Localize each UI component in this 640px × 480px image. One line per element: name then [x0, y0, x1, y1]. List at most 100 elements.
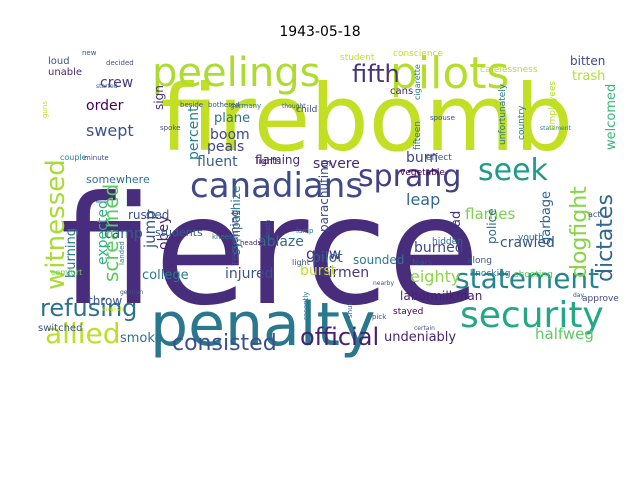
- word-firebomb: firebomb: [160, 65, 573, 172]
- word-security: security: [460, 295, 604, 336]
- word-college: college: [142, 268, 189, 283]
- word-parachuting: parachuting: [317, 160, 331, 232]
- word-rushed: rushed: [128, 208, 169, 222]
- word-labormilkman: labormilkman: [400, 289, 482, 303]
- word-spouse: spouse: [430, 114, 455, 122]
- word-percent: percent: [186, 106, 202, 160]
- word-injured: injured: [225, 266, 273, 282]
- word-recently: recently: [302, 292, 310, 320]
- word-english: english: [102, 306, 124, 313]
- word-trash: trash: [572, 69, 605, 84]
- word-camp: camp: [104, 226, 143, 242]
- word-germany: germany: [230, 102, 261, 110]
- word-unable: unable: [48, 67, 82, 78]
- word-seek: seek: [478, 153, 549, 188]
- word-thought: thought: [282, 103, 306, 110]
- word-conscience: conscience: [393, 49, 443, 59]
- word-knees: knees: [212, 233, 233, 241]
- word-pilot: pilot: [312, 250, 343, 266]
- word-fluent: fluent: [197, 154, 238, 170]
- word-pilots: pilots: [390, 48, 509, 99]
- word-couple: couple: [60, 153, 87, 162]
- word-peals: peals: [207, 139, 244, 155]
- word-fears: fears: [412, 258, 432, 267]
- word-heads: heads: [240, 239, 261, 247]
- word-official: official: [300, 323, 379, 351]
- word-statement: statement: [540, 125, 572, 132]
- word-severe: severe: [313, 156, 360, 172]
- word-swept: swept: [86, 121, 134, 140]
- word-airmen: airmen: [320, 265, 369, 281]
- word-pick: pick: [372, 313, 387, 321]
- word-nearby: nearby: [373, 280, 394, 287]
- word-dogfight: dogfight: [567, 186, 592, 278]
- word-order: order: [86, 98, 124, 114]
- word-flaming: flaming: [255, 153, 300, 167]
- word-ablaze: ablaze: [258, 234, 304, 250]
- word-minute: minute: [84, 154, 109, 162]
- word-vegetable: vegetable: [400, 168, 445, 178]
- word-landed: landed: [118, 241, 126, 265]
- word-allied: allied: [45, 317, 121, 350]
- word-remaining: remaining: [228, 209, 241, 265]
- word-sounded: sounded: [353, 253, 404, 267]
- word-lamp: lamp: [296, 227, 314, 235]
- word-approve: approve: [582, 294, 619, 304]
- word-day: day: [573, 292, 584, 299]
- word-shooting: shooting: [514, 270, 553, 280]
- word-child: child: [296, 105, 317, 115]
- word-smoke: smoke: [120, 331, 162, 346]
- word-sign: sign: [152, 85, 166, 110]
- word-switched: switched: [38, 323, 82, 334]
- word-bothered: bothered: [208, 101, 240, 109]
- word-canadians: canadians: [190, 166, 363, 206]
- word-screamed: screamed: [99, 184, 123, 282]
- word-country: country: [517, 105, 527, 140]
- word-garbage: garbage: [539, 191, 554, 245]
- word-students: students: [155, 226, 203, 239]
- word-dictates: dictates: [593, 194, 618, 282]
- word-light: light: [292, 258, 310, 267]
- word-death: death: [264, 220, 272, 240]
- word-burned: burned: [414, 240, 464, 256]
- word-shut: shut: [346, 302, 354, 318]
- word-eighty: eighty: [410, 267, 460, 286]
- word-leap: leap: [406, 190, 440, 209]
- word-boom: boom: [210, 127, 250, 143]
- word-flames: flames: [465, 205, 515, 223]
- word-certain: certain: [414, 325, 435, 332]
- word-lights: lights: [256, 157, 281, 167]
- word-burning: burning: [64, 228, 79, 278]
- word-started: started: [96, 83, 118, 90]
- word-hidden: hidden: [432, 237, 463, 247]
- word-cans: cans: [390, 86, 413, 97]
- word-stayed: stayed: [393, 307, 423, 317]
- word-comfort: comfort: [51, 268, 82, 277]
- word-penalty: penalty: [150, 290, 376, 360]
- word-statement: statement: [455, 262, 599, 295]
- chart-title: 1943-05-18: [279, 24, 361, 40]
- word-somewhere: somewhere: [86, 173, 150, 186]
- word-jump: jump: [141, 210, 159, 249]
- word-burst: burst: [300, 263, 337, 279]
- word-loud: loud: [48, 56, 70, 67]
- word-glow: glow: [306, 245, 341, 263]
- word-road: road: [449, 211, 464, 240]
- word-sympathize: sympathize: [229, 186, 243, 255]
- word-carelessness: carelessness: [480, 65, 538, 75]
- word-beside: beside: [180, 101, 203, 109]
- word-peelings: peelings: [152, 50, 320, 96]
- word-student: student: [340, 53, 375, 63]
- word-employees: employees: [548, 81, 558, 130]
- word-bitten: bitten: [570, 54, 605, 68]
- word-spoke: spoke: [160, 124, 180, 132]
- word-fifth: fifth: [352, 60, 400, 88]
- word-plane: plane: [214, 111, 250, 126]
- word-unfortunately: unfortunately: [498, 83, 508, 145]
- word-consisted: consisted: [172, 331, 277, 356]
- word-youth: youth: [518, 233, 544, 243]
- word-cigarette: cigarette: [413, 64, 422, 100]
- word-decided: decided: [106, 59, 134, 67]
- word-new: new: [82, 49, 97, 57]
